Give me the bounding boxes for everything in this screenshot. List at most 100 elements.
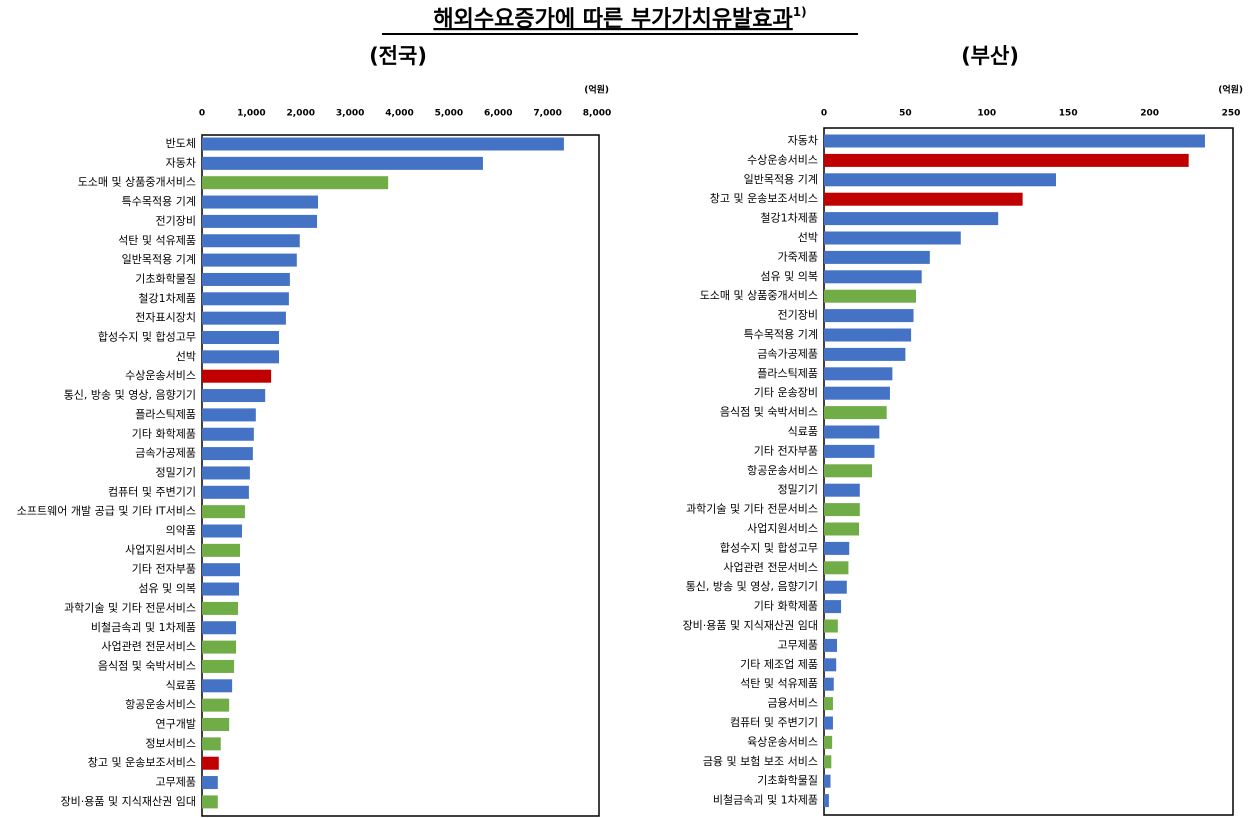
y-tick-label: 사업관련 전문서비스 [101,640,196,653]
y-tick-label: 플라스틱제품 [135,408,196,421]
y-tick-label: 비철금속괴 및 1차제품 [91,621,196,634]
bar [202,659,235,673]
x-tick-label: 200 [1140,109,1159,119]
bar [824,464,873,478]
x-tick-label: 7,000 [533,109,561,119]
y-tick-label: 기타 운송장비 [754,386,818,399]
x-tick-label: 6,000 [484,109,512,119]
chart-subtitle: (전국) [369,44,427,68]
y-tick-label: 기타 화학제품 [132,427,196,440]
bar [202,621,237,635]
bar [202,505,245,519]
bar [202,234,300,248]
bar [202,214,318,228]
bar [202,253,297,267]
x-tick-label: 150 [1059,109,1078,119]
bar [824,541,850,555]
bar [202,331,280,344]
y-tick-label: 금속가공제품 [135,447,196,460]
y-tick-label: 장비·용품 및 지식재산권 임대 [683,619,818,632]
bar [824,367,893,381]
page-title: 해외수요증가에 따른 부가가치유발효과1) [433,5,806,33]
bar [202,292,289,306]
bar [824,212,999,226]
x-tick-label: 4,000 [385,109,413,119]
bar [202,756,219,770]
y-tick-label: 철강1차제품 [760,212,818,225]
bar [202,640,237,654]
y-tick-label: 과학기술 및 기타 전문서비스 [686,503,818,516]
bar [824,716,833,730]
bar [824,192,1023,206]
y-tick-label: 고무제품 [156,776,196,789]
y-tick-label: 특수목적용 기계 [122,195,196,208]
y-tick-label: 철강1차제품 [138,292,196,305]
bar [824,270,922,284]
bar [824,231,961,245]
bar [202,272,290,286]
bar [824,774,831,788]
y-tick-label: 기타 화학제품 [754,600,818,613]
bar [824,561,849,575]
bar [202,698,230,712]
bar [824,386,890,400]
y-tick-label: 기초화학물질 [135,272,196,285]
y-tick-label: 사업지원서비스 [747,522,818,535]
bar [202,311,286,325]
y-tick-label: 사업관련 전문서비스 [723,561,818,574]
bar [202,524,242,538]
y-tick-label: 식료품 [166,679,196,692]
bar [824,658,837,672]
bar [202,447,253,461]
bar [202,137,564,151]
y-tick-label: 합성수지 및 합성고무 [98,331,196,344]
bar [202,795,218,809]
y-tick-label: 컴퓨터 및 주변기기 [730,716,818,729]
y-tick-label: 음식점 및 숙박서비스 [98,659,196,672]
y-tick-label: 정보서비스 [145,737,196,750]
bar [202,543,241,557]
y-tick-label: 창고 및 운송보조서비스 [710,192,818,205]
x-tick-label: 8,000 [583,109,611,119]
bar [824,425,880,439]
bar [824,347,906,361]
y-tick-label: 도소매 및 상품중개서비스 [700,289,818,302]
bar [824,677,834,691]
y-tick-label: 가죽제품 [778,250,818,263]
y-tick-label: 도소매 및 상품중개서비스 [78,176,196,189]
bar [202,485,249,499]
y-tick-label: 자동차 [166,156,196,169]
bar [824,619,838,633]
y-tick-label: 금속가공제품 [757,347,818,360]
bar [202,389,266,403]
y-tick-label: 의약품 [166,523,196,537]
y-tick-label: 섬유 및 의복 [760,270,818,283]
y-tick-label: 전기장비 [778,309,818,322]
y-tick-label: 전자표시장치 [135,311,196,324]
y-tick-label: 플라스틱제품 [757,367,818,380]
y-tick-label: 자동차 [788,134,818,147]
y-tick-label: 금융 및 보험 보조 서비스 [703,755,818,768]
x-tick-label: 50 [899,109,912,119]
y-tick-label: 과학기술 및 기타 전문서비스 [64,601,196,614]
bar [202,776,218,790]
y-tick-label: 금융서비스 [767,697,818,710]
bar [202,195,319,209]
bar [824,250,930,264]
x-tick-label: 1,000 [237,109,265,119]
bar [824,309,914,323]
bar [824,444,875,458]
bar [824,289,916,303]
bar [824,580,847,594]
y-tick-label: 기타 전자부품 [754,444,818,457]
y-tick-label: 창고 및 운송보조서비스 [88,756,196,769]
bar [824,153,1189,167]
y-tick-label: 정밀기기 [156,466,196,479]
bar [824,173,1056,187]
bar [202,156,483,170]
bar [824,134,1205,148]
x-tick-label: 250 [1222,109,1241,119]
unit-label: (억원) [1218,84,1243,96]
y-tick-label: 항공운송서비스 [747,464,818,477]
bar [202,427,254,441]
